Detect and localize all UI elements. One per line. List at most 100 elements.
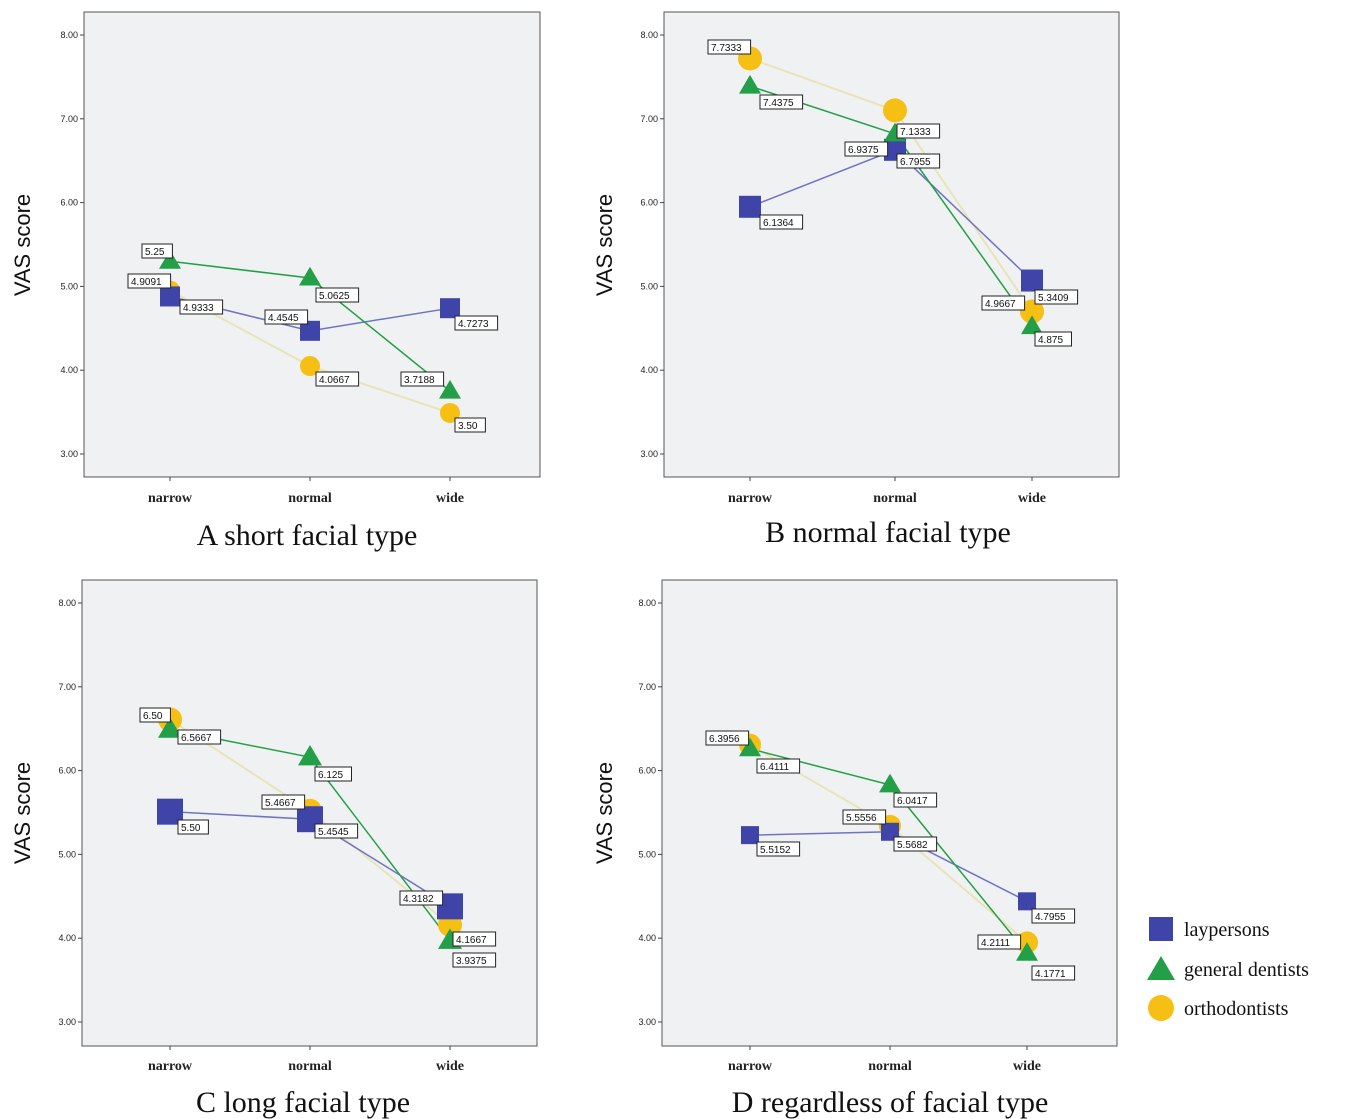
data-label: 4.875 — [1035, 332, 1072, 346]
chart-panel-b: 3.00 4.00 5.00 6.00 7.00 8.00 narrow normal wide… — [592, 12, 1119, 549]
data-label: 5.5152 — [757, 842, 800, 856]
y-tick-label: 4.00 — [640, 365, 658, 375]
y-tick-label: 5.00 — [638, 849, 656, 859]
data-label-text: 7.4375 — [763, 98, 794, 109]
data-label-text: 4.875 — [1038, 335, 1063, 346]
y-tick-label: 5.00 — [58, 849, 76, 859]
legend-item-laypersons: laypersons — [1149, 917, 1270, 941]
x-tick-label-normal: normal — [288, 491, 332, 506]
data-label-text: 5.5152 — [760, 845, 791, 856]
data-label: 7.4375 — [760, 95, 803, 109]
x-tick-label-wide: wide — [436, 1059, 464, 1074]
legend-label: general dentists — [1184, 959, 1309, 981]
data-label: 6.4111 — [757, 759, 800, 773]
legend-item-general-dentists: general dentists — [1147, 956, 1309, 981]
x-tick-label-wide: wide — [1013, 1059, 1041, 1074]
data-label: 4.0667 — [316, 372, 359, 386]
y-tick-label: 4.00 — [638, 933, 656, 943]
y-axis-label: VAS score — [592, 194, 617, 296]
data-label: 4.9091 — [128, 274, 171, 288]
data-label-text: 5.5556 — [846, 813, 877, 824]
x-tick-label-narrow: narrow — [728, 1059, 773, 1074]
data-label-text: 4.0667 — [319, 375, 350, 386]
chart-panel-c: 3.00 4.00 5.00 6.00 7.00 8.00 narrow normal wide… — [10, 580, 537, 1119]
chart-panel-d: 3.004.005.006.007.008.00narrow normal wide… — [592, 580, 1117, 1119]
orthodontists-point — [883, 98, 907, 122]
x-tick-label-narrow: narrow — [148, 491, 193, 506]
data-label-text: 4.1667 — [456, 935, 487, 946]
legend-item-orthodontists: orthodontists — [1148, 995, 1289, 1021]
y-tick-label: 7.00 — [60, 114, 78, 124]
data-label-text: 7.7333 — [711, 43, 742, 54]
panel-caption: C long facial type — [196, 1086, 410, 1119]
x-tick-label-normal: normal — [288, 1059, 332, 1074]
data-label-text: 6.0417 — [897, 796, 928, 807]
data-label-text: 6.3956 — [709, 734, 740, 745]
data-label-text: 3.9375 — [456, 956, 487, 967]
data-label-text: 4.1771 — [1035, 969, 1066, 980]
data-label-text: 4.9333 — [183, 303, 214, 314]
y-tick-label: 4.00 — [58, 933, 76, 943]
y-tick-label: 6.00 — [60, 198, 78, 208]
data-label: 3.7188 — [401, 372, 444, 386]
data-label-text: 5.5682 — [897, 840, 928, 851]
data-label-text: 6.125 — [318, 770, 343, 781]
panel-caption: B normal facial type — [765, 516, 1011, 549]
legend: laypersons general dentists orthodontists — [1147, 917, 1309, 1021]
data-label: 5.3409 — [1035, 290, 1078, 304]
x-tick-label-normal: normal — [873, 491, 917, 506]
y-tick-label: 3.00 — [58, 1017, 76, 1027]
panel-caption: D regardless of facial type — [732, 1086, 1049, 1119]
x-tick-label-narrow: narrow — [148, 1059, 193, 1074]
data-label-text: 6.50 — [143, 711, 163, 722]
data-label: 5.25 — [142, 244, 172, 258]
data-label: 5.4667 — [262, 795, 305, 809]
x-tick-label-normal: normal — [868, 1059, 912, 1074]
laypersons-point — [741, 826, 759, 844]
y-tick-label: 7.00 — [638, 682, 656, 692]
data-label-text: 6.7955 — [900, 157, 931, 168]
data-label: 5.0625 — [316, 288, 359, 302]
data-label-text: 5.4667 — [265, 798, 296, 809]
chart-panel-a: 3.00 4.00 5.00 6.00 7.00 8.00 narrow normal wide… — [10, 12, 540, 552]
data-label-text: 6.4111 — [760, 762, 790, 773]
x-tick-label-narrow: narrow — [728, 491, 773, 506]
y-axis-label: VAS score — [592, 762, 617, 864]
y-axis-label: VAS score — [10, 194, 35, 296]
data-label-text: 5.3409 — [1038, 293, 1069, 304]
y-tick-label: 3.00 — [60, 449, 78, 459]
laypersons-point — [160, 286, 180, 306]
data-label-text: 6.9375 — [848, 145, 879, 156]
y-tick-label: 5.00 — [640, 281, 658, 291]
data-label: 4.9333 — [180, 300, 223, 314]
data-label-text: 4.4545 — [268, 313, 299, 324]
data-label: 7.7333 — [708, 40, 751, 54]
laypersons-point — [1018, 892, 1036, 910]
data-label: 3.50 — [455, 418, 485, 432]
data-label: 4.4545 — [265, 310, 308, 324]
data-label: 6.1364 — [760, 215, 803, 229]
x-tick-label-wide: wide — [436, 491, 464, 506]
laypersons-point — [440, 298, 460, 318]
data-label-text: 4.9667 — [985, 299, 1016, 310]
data-label: 5.5682 — [894, 837, 937, 851]
data-label: 6.3956 — [706, 731, 749, 745]
data-label-text: 4.9091 — [131, 277, 162, 288]
data-label-text: 4.2111 — [981, 938, 1011, 949]
y-tick-label: 3.00 — [640, 449, 658, 459]
panel-caption: A short facial type — [197, 519, 418, 552]
y-axis-label: VAS score — [10, 762, 35, 864]
laypersons-point — [1021, 270, 1043, 292]
data-label-text: 5.50 — [181, 823, 201, 834]
data-label-text: 6.1364 — [763, 218, 794, 229]
y-tick-label: 6.00 — [638, 766, 656, 776]
data-label: 6.125 — [315, 767, 352, 781]
x-tick-label-wide: wide — [1018, 491, 1046, 506]
legend-triangle-icon — [1147, 956, 1175, 980]
y-tick-label: 8.00 — [60, 30, 78, 40]
legend-circle-icon — [1148, 995, 1174, 1021]
data-label-text: 3.7188 — [404, 375, 435, 386]
data-label: 6.5667 — [178, 730, 221, 744]
y-tick-label: 3.00 — [638, 1017, 656, 1027]
